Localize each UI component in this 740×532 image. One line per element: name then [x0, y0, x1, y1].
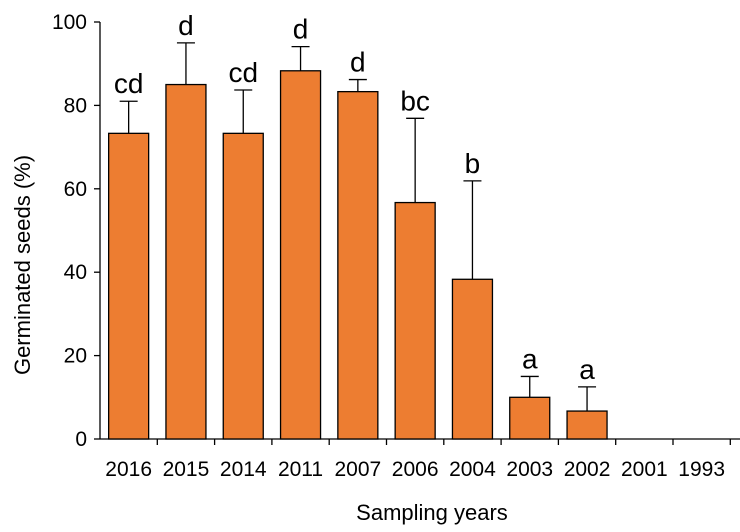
y-tick-label: 60 [64, 178, 87, 201]
x-tick-label: 2003 [506, 458, 553, 481]
bar-2004 [451, 278, 494, 440]
y-axis: 0 20 40 60 80 100 [52, 11, 101, 451]
x-tick-label: 2016 [105, 458, 152, 481]
x-axis: 2016 2015 2014 2011 2007 2006 2004 2003 2002 2001… [100, 438, 740, 481]
significance-letter: b [465, 148, 481, 179]
significance-letter: a [579, 354, 595, 385]
x-tick-label: 2002 [564, 458, 611, 481]
x-tick-label: 1993 [678, 458, 725, 481]
y-tick-label: 40 [64, 261, 87, 284]
x-tick-label: 2011 [278, 458, 323, 481]
significance-letter: d [293, 14, 309, 45]
bar-2011 [279, 70, 322, 440]
significance-letter: cd [228, 57, 258, 88]
x-tick-label: 2007 [334, 458, 381, 481]
significance-letter: a [522, 343, 538, 374]
bar-2014 [222, 132, 264, 440]
x-axis-title: Sampling years [356, 500, 508, 525]
y-tick-label: 20 [64, 345, 87, 368]
y-tick-label: 80 [64, 94, 87, 117]
y-axis-title: Germinated seeds (%) [10, 155, 35, 375]
x-tick-label: 2014 [220, 458, 267, 481]
y-tick-label: 0 [75, 428, 87, 451]
error-bars [119, 42, 597, 412]
significance-letter: cd [114, 68, 144, 99]
significance-letters: cd d cd d d bc b a a [114, 10, 595, 385]
bar-2016 [108, 132, 150, 440]
bar-2015 [165, 83, 207, 440]
bar-2002 [566, 410, 608, 440]
significance-letter: bc [400, 85, 430, 116]
x-tick-label: 2015 [163, 458, 210, 481]
bar-2006 [394, 201, 436, 440]
bar-series [108, 70, 608, 440]
bar-2003 [509, 396, 551, 440]
x-tick-label: 2006 [392, 458, 439, 481]
significance-letter: d [178, 10, 194, 41]
x-tick-label: 2001 [621, 458, 668, 481]
bar-2007 [337, 90, 379, 440]
significance-letter: d [350, 47, 366, 78]
x-tick-label: 2004 [449, 458, 496, 481]
y-tick-label: 100 [52, 11, 87, 34]
